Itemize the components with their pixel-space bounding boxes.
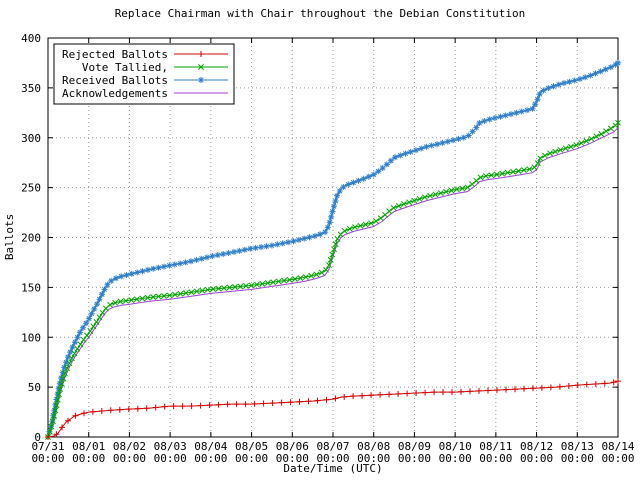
x-tick-sublabel: 00:00 [479,452,512,465]
x-tick-sublabel: 00:00 [113,452,146,465]
x-tick-label: 08/09 [398,440,431,453]
y-tick-label: 150 [21,281,41,294]
legend-sample-marker [198,77,204,83]
x-tick-sublabel: 00:00 [154,452,187,465]
x-tick-label: 08/06 [276,440,309,453]
y-tick-label: 300 [21,132,41,145]
x-tick-sublabel: 00:00 [561,452,594,465]
x-tick-label: 08/02 [113,440,146,453]
x-tick-label: 08/07 [316,440,349,453]
axis-ticks [47,37,619,438]
x-tick-label: 08/03 [154,440,187,453]
x-tick-sublabel: 00:00 [235,452,268,465]
x-tick-sublabel: 00:00 [357,452,390,465]
legend-label: Received Ballots [62,74,168,87]
x-tick-sublabel: 00:00 [520,452,553,465]
series-vote-tallied [45,119,621,440]
y-tick-label: 350 [21,82,41,95]
legend-sample-marker [198,51,204,57]
y-tick-label: 0 [34,431,41,444]
y-tick-label: 50 [28,381,41,394]
x-tick-label: 08/05 [235,440,268,453]
x-tick-sublabel: 00:00 [398,452,431,465]
chart-title: Replace Chairman with Chair throughout t… [115,7,526,20]
chart-generated-layer: 05010015020025030035040007/3100:0008/010… [21,32,635,465]
x-tick-label: 07/31 [31,440,64,453]
x-tick-label: 08/14 [601,440,634,453]
x-tick-label: 08/11 [479,440,512,453]
x-tick-sublabel: 00:00 [601,452,634,465]
x-tick-label: 08/04 [194,440,227,453]
x-tick-label: 08/13 [561,440,594,453]
series-vote-tallied-markers [45,119,621,440]
x-tick-label: 08/01 [72,440,105,453]
x-axis-label: Date/Time (UTC) [283,462,382,475]
x-tick-label: 08/08 [357,440,390,453]
tick-labels: 05010015020025030035040007/3100:0008/010… [21,32,635,465]
x-tick-sublabel: 00:00 [31,452,64,465]
legend-label: Rejected Ballots [62,48,168,61]
series-rejected-ballots [45,378,621,440]
x-tick-label: 08/10 [439,440,472,453]
series-rejected-ballots-markers [45,378,621,440]
y-tick-label: 100 [21,331,41,344]
x-tick-sublabel: 00:00 [72,452,105,465]
y-axis-label: Ballots [3,214,16,260]
y-tick-label: 200 [21,232,41,245]
x-tick-sublabel: 00:00 [439,452,472,465]
legend-sample-marker [198,64,204,70]
x-tick-sublabel: 00:00 [276,452,309,465]
x-tick-sublabel: 00:00 [194,452,227,465]
x-tick-sublabel: 00:00 [316,452,349,465]
legend-label: Vote Tallied, [82,61,168,74]
legend-label: Acknowledgements [62,87,168,100]
y-tick-label: 250 [21,182,41,195]
y-tick-label: 400 [21,32,41,45]
series-acknowledgements [47,127,619,438]
x-tick-label: 08/12 [520,440,553,453]
